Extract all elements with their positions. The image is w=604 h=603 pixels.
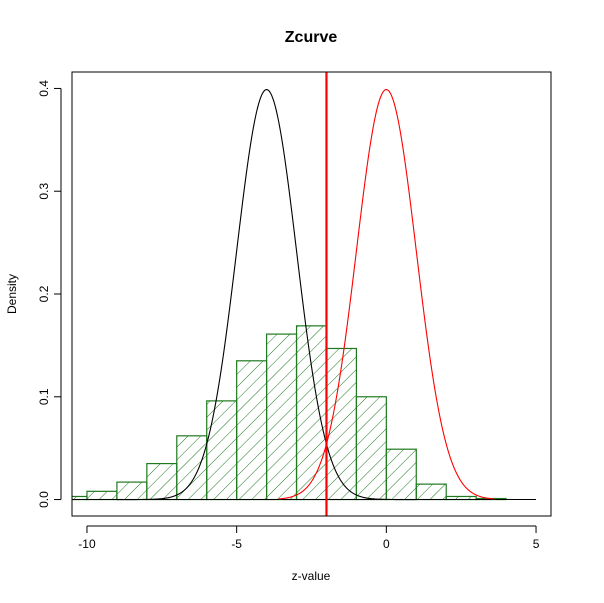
x-axis: -10 -5 0 5 (78, 525, 540, 551)
chart-title: Zcurve (285, 29, 338, 46)
density-curve (116, 88, 417, 501)
histogram-bar (385, 448, 417, 501)
histogram-bar (116, 481, 148, 501)
density-curves (116, 88, 495, 501)
histogram-bar (236, 360, 268, 501)
x-tick-label: -10 (78, 537, 96, 551)
x-axis-label: z-value (292, 569, 331, 583)
density-curve (278, 88, 495, 500)
histogram-bar (206, 400, 238, 501)
y-tick-label: 0.1 (37, 388, 51, 405)
histogram-bar (176, 435, 208, 501)
y-tick-label: 0.2 (37, 285, 51, 302)
y-axis-label: Density (5, 274, 19, 314)
histogram-bar (146, 462, 178, 501)
histogram-bar (265, 333, 298, 501)
y-tick-label: 0.0 (37, 491, 51, 508)
y-tick-label: 0.3 (37, 183, 51, 200)
histogram-bars (72, 325, 507, 501)
y-tick-label: 0.4 (37, 80, 51, 97)
histogram-bar (415, 483, 447, 501)
histogram-bar (355, 396, 387, 501)
y-axis: 0.0 0.1 0.2 0.3 0.4 (37, 80, 62, 508)
x-tick-label: 5 (533, 537, 540, 551)
histogram-bar (86, 490, 118, 501)
plot-frame (71, 71, 552, 517)
x-tick-label: -5 (231, 537, 242, 551)
x-tick-label: 0 (383, 537, 390, 551)
histogram-bar (295, 325, 328, 501)
